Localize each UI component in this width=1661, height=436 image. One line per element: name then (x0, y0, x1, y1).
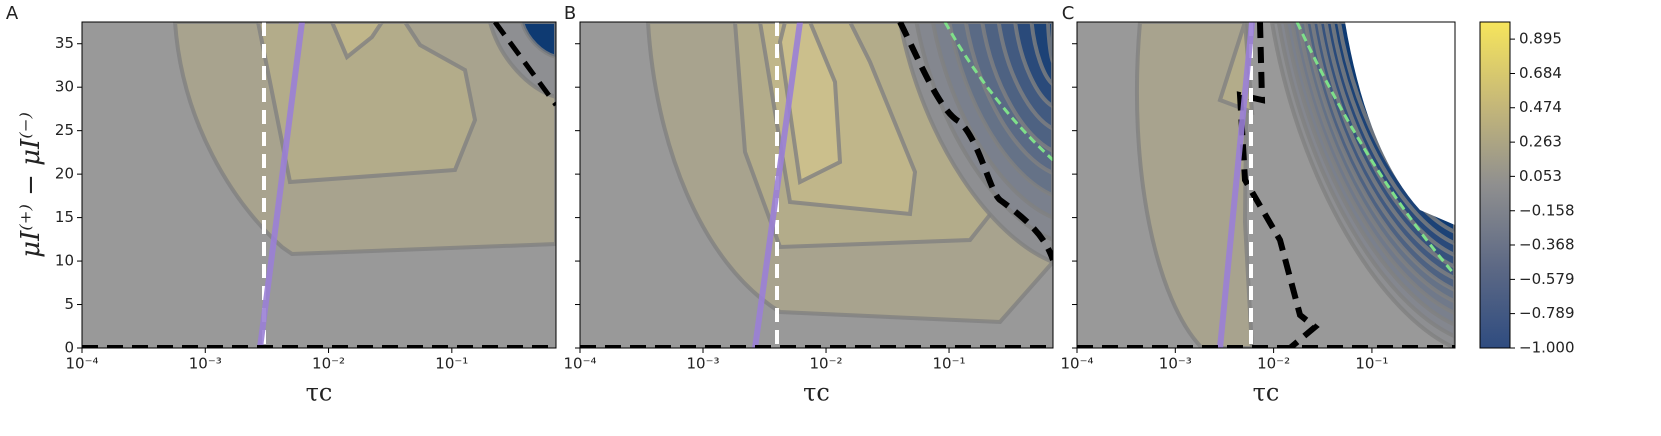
y-tick-label: 0 (64, 339, 74, 357)
y-tick-label: 5 (64, 295, 74, 313)
colorbar-tick-label: 0.895 (1519, 30, 1562, 48)
contours (82, 22, 556, 348)
x-tick-label: 10⁻² (810, 355, 843, 373)
x-tick-label: 10⁻³ (189, 355, 222, 373)
axes-frame (81, 21, 557, 349)
y-tick-label: 15 (55, 208, 74, 226)
y-tick-label: 20 (55, 165, 74, 183)
colorbar-tick-label: 0.474 (1519, 98, 1562, 116)
x-tick-label: 10⁻⁴ (1060, 355, 1093, 373)
x-tick-label: 10⁻⁴ (65, 355, 98, 373)
panel-label: C (1062, 3, 1075, 24)
y-tick-label: 25 (55, 121, 74, 139)
colorbar-tick-label: 0.263 (1519, 133, 1562, 151)
x-tick-label: 10⁻¹ (1355, 355, 1388, 373)
panel-a: 10⁻⁴ 10⁻³ 10⁻² 10⁻¹ 0 5 10 15 20 25 30 35 τc μI⁽⁺⁾ − … (16, 21, 557, 407)
x-axis-label: τc (306, 379, 333, 407)
x-tick-label: 10⁻³ (686, 355, 719, 373)
x-tick-label: 10⁻¹ (933, 355, 966, 373)
colorbar-tick-label: −0.579 (1519, 270, 1575, 288)
colorbar-tick-label: 0.684 (1519, 64, 1562, 82)
x-tick-label: 10⁻¹ (435, 355, 468, 373)
x-tick-label: 10⁻⁴ (563, 355, 596, 373)
y-tick-label: 35 (55, 34, 74, 52)
colorbar-tick-label: −1.000 (1519, 339, 1575, 357)
panel-label: B (564, 3, 576, 24)
x-axis-label: τc (803, 379, 830, 407)
axes-frame (1076, 21, 1456, 349)
y-tick-label: 10 (55, 252, 74, 270)
x-tick-label: 10⁻² (312, 355, 345, 373)
y-axis-label: μI⁽⁺⁾ − μI⁽⁻⁾ (16, 112, 46, 258)
contours (1077, 22, 1455, 348)
panel-c: 10⁻⁴ 10⁻³ 10⁻² 10⁻¹ τc (1060, 21, 1456, 407)
panel-label: A (6, 3, 19, 24)
x-tick-label: 10⁻² (1257, 355, 1290, 373)
x-axis-label: τc (1253, 379, 1280, 407)
y-tick-label: 30 (55, 78, 74, 96)
colorbar-tick-label: −0.789 (1519, 304, 1575, 322)
colorbar-tick-label: −0.158 (1519, 201, 1575, 219)
x-tick-label: 10⁻³ (1159, 355, 1192, 373)
panel-b: 10⁻⁴ 10⁻³ 10⁻² 10⁻¹ τc (563, 21, 1054, 407)
colorbar-tick-label: −0.368 (1519, 235, 1575, 253)
axes-frame (579, 21, 1054, 349)
contours (580, 22, 1053, 348)
colorbar (1479, 21, 1511, 349)
colorbar-tick-label: 0.053 (1519, 167, 1562, 185)
